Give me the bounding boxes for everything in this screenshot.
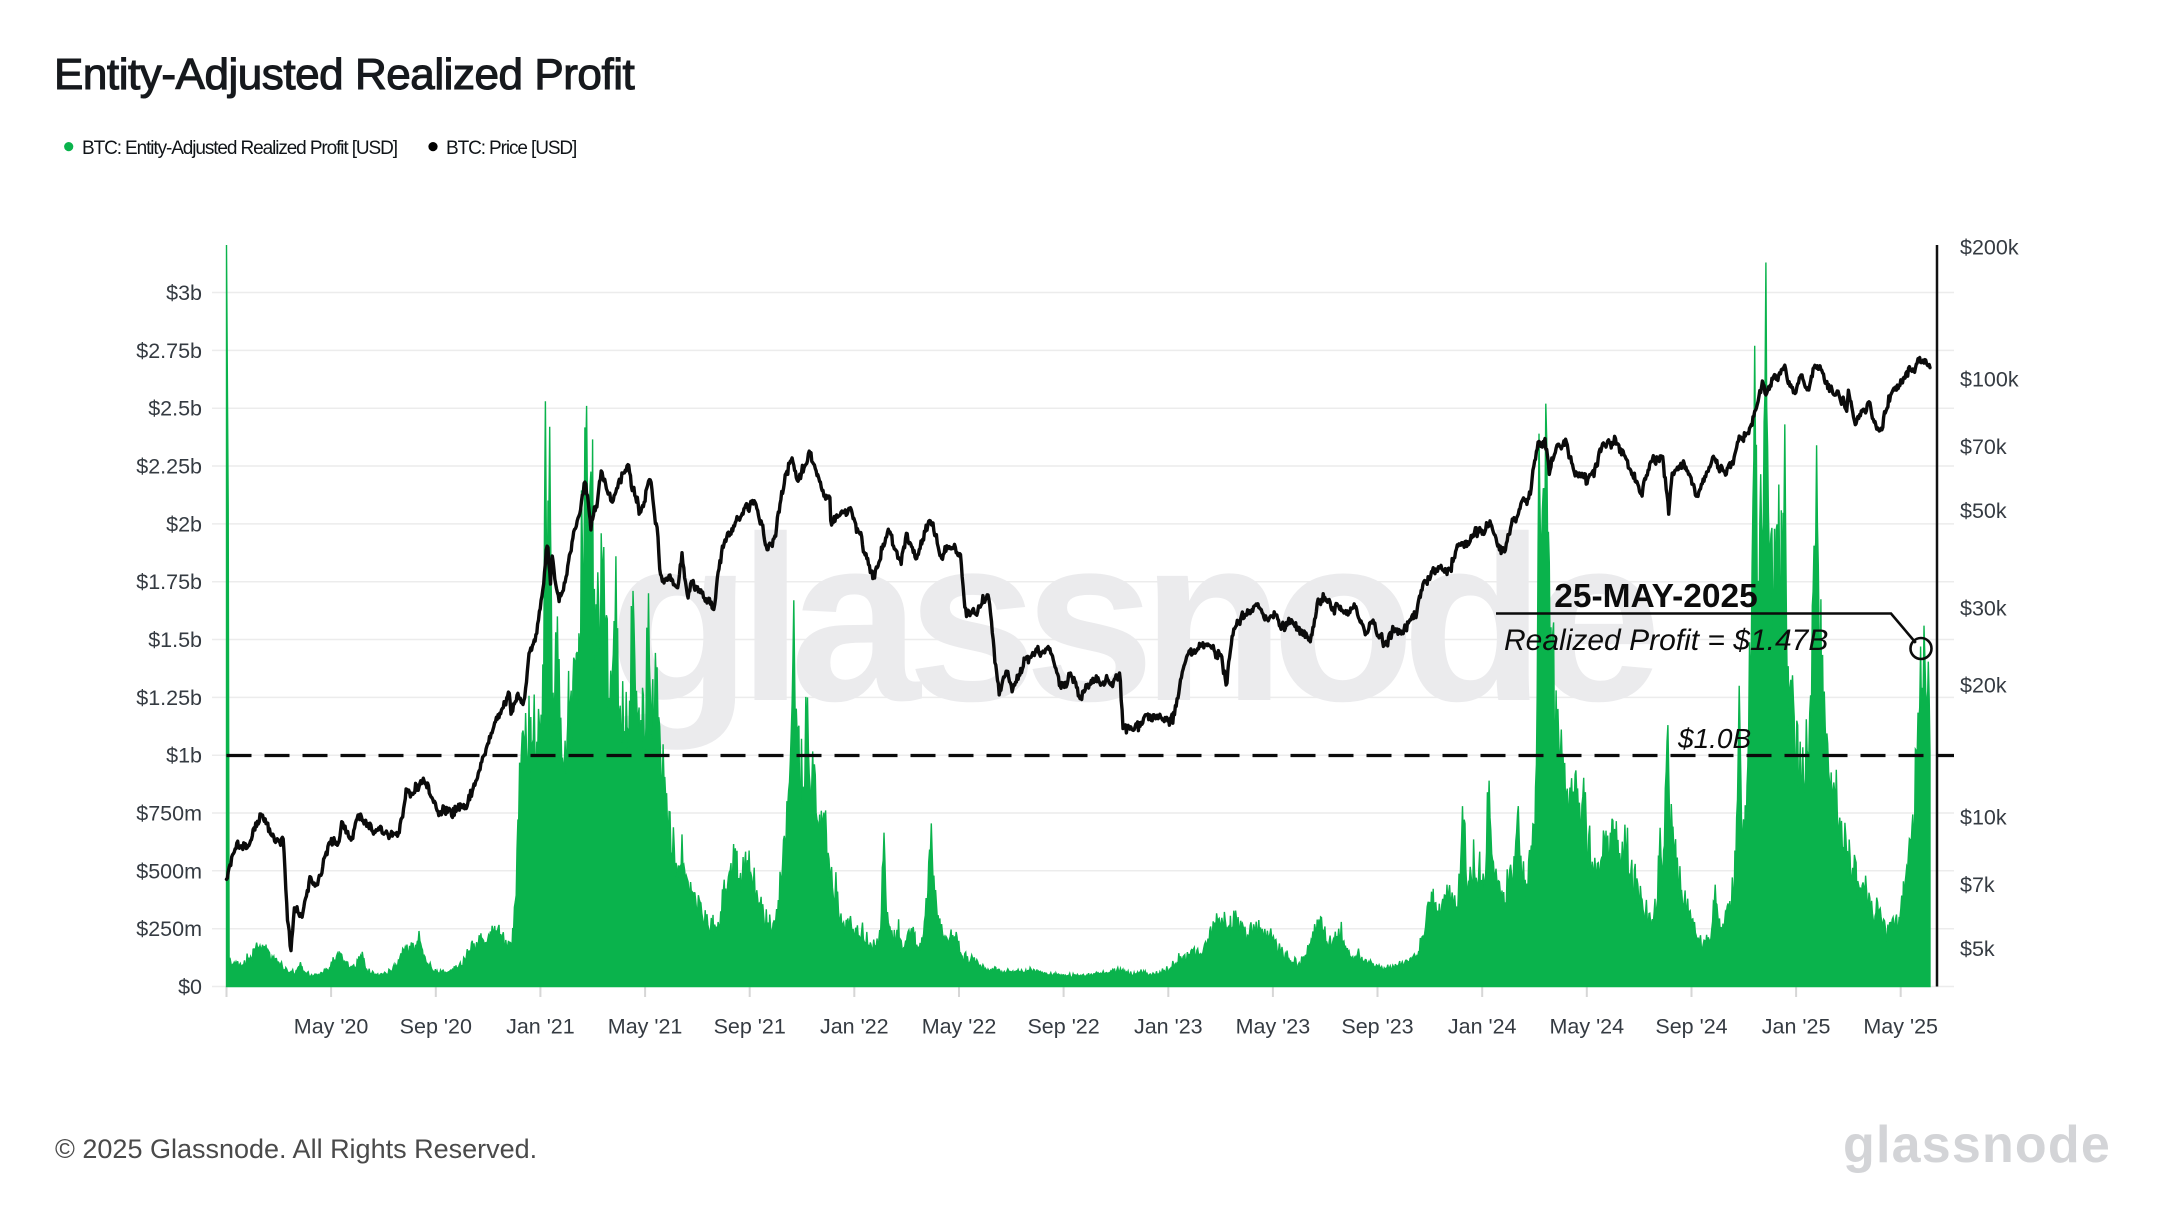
svg-text:Sep '24: Sep '24 — [1655, 1015, 1727, 1039]
svg-text:glassnode: glassnode — [1843, 1116, 2111, 1174]
svg-text:$2.25b: $2.25b — [136, 455, 202, 479]
svg-text:May '23: May '23 — [1236, 1015, 1311, 1039]
svg-text:May '21: May '21 — [608, 1015, 683, 1039]
svg-text:$1.5b: $1.5b — [148, 628, 202, 652]
svg-text:$7k: $7k — [1960, 873, 1995, 897]
svg-text:BTC: Price [USD]: BTC: Price [USD] — [446, 138, 576, 159]
svg-text:$750m: $750m — [136, 802, 202, 826]
svg-text:25-MAY-2025: 25-MAY-2025 — [1554, 578, 1758, 615]
svg-text:$3b: $3b — [166, 281, 202, 305]
svg-text:$200k: $200k — [1960, 236, 2019, 260]
svg-text:$5k: $5k — [1960, 937, 1995, 961]
svg-text:$1.25b: $1.25b — [136, 686, 202, 710]
svg-text:glassnode: glassnode — [608, 487, 1655, 750]
svg-text:$2.75b: $2.75b — [136, 339, 202, 363]
svg-text:$500m: $500m — [136, 859, 202, 883]
svg-text:Jan '24: Jan '24 — [1448, 1015, 1517, 1039]
svg-text:May '25: May '25 — [1863, 1015, 1938, 1039]
svg-text:$50k: $50k — [1960, 499, 2007, 523]
svg-text:Entity-Adjusted Realized Profi: Entity-Adjusted Realized Profit — [54, 50, 635, 99]
svg-text:$1b: $1b — [166, 744, 202, 768]
svg-text:Realized Profit = $1.47B: Realized Profit = $1.47B — [1504, 624, 1828, 657]
svg-text:Jan '21: Jan '21 — [506, 1015, 575, 1039]
svg-text:May '20: May '20 — [294, 1015, 369, 1039]
svg-text:$70k: $70k — [1960, 435, 2007, 459]
svg-text:$20k: $20k — [1960, 674, 2007, 698]
svg-text:$0: $0 — [178, 975, 202, 999]
svg-text:May '24: May '24 — [1549, 1015, 1624, 1039]
svg-text:$30k: $30k — [1960, 596, 2007, 620]
svg-text:Sep '20: Sep '20 — [400, 1015, 472, 1039]
svg-text:$250m: $250m — [136, 917, 202, 941]
svg-text:$100k: $100k — [1960, 367, 2019, 391]
svg-text:$10k: $10k — [1960, 805, 2007, 829]
svg-text:Jan '25: Jan '25 — [1762, 1015, 1831, 1039]
svg-text:May '22: May '22 — [922, 1015, 997, 1039]
svg-text:Jan '22: Jan '22 — [820, 1015, 889, 1039]
svg-text:$2b: $2b — [166, 512, 202, 536]
svg-text:Sep '23: Sep '23 — [1341, 1015, 1413, 1039]
svg-text:BTC: Entity-Adjusted Realized: BTC: Entity-Adjusted Realized Profit [US… — [82, 138, 397, 159]
svg-text:Jan '23: Jan '23 — [1134, 1015, 1203, 1039]
svg-text:Sep '22: Sep '22 — [1027, 1015, 1099, 1039]
svg-text:$1.75b: $1.75b — [136, 570, 202, 594]
svg-text:© 2025 Glassnode. All Rights R: © 2025 Glassnode. All Rights Reserved. — [55, 1134, 537, 1164]
svg-text:$1.0B: $1.0B — [1677, 723, 1751, 754]
svg-text:$2.5b: $2.5b — [148, 397, 202, 421]
svg-text:Sep '21: Sep '21 — [714, 1015, 786, 1039]
